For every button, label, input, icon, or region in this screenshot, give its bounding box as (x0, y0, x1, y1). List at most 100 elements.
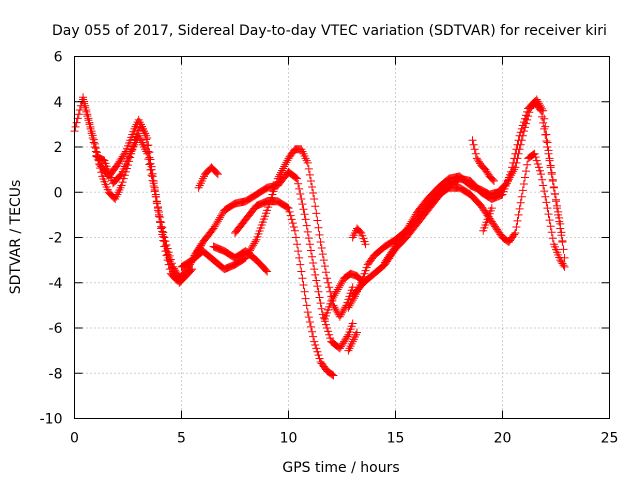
data-point (279, 164, 288, 173)
data-point (312, 209, 321, 218)
data-point (390, 244, 399, 253)
x-tick-label: 0 (70, 431, 79, 447)
data-point (316, 299, 325, 308)
data-point (151, 192, 160, 201)
data-point (559, 261, 568, 270)
data-point (382, 241, 391, 250)
data-point (329, 301, 338, 310)
data-point (557, 231, 566, 240)
data-point (232, 253, 241, 262)
data-point (332, 287, 341, 296)
data-point (560, 262, 569, 271)
data-point (209, 224, 218, 233)
data-point (87, 129, 96, 138)
data-point (231, 253, 239, 262)
data-point (173, 269, 182, 278)
x-tick-label: 15 (387, 431, 405, 447)
data-point (520, 123, 529, 132)
data-point (380, 242, 389, 251)
data-point (547, 168, 556, 177)
data-point (315, 230, 324, 239)
data-point (195, 243, 204, 252)
data-point (533, 159, 542, 168)
data-point (277, 199, 286, 208)
data-point (304, 234, 313, 243)
data-point (115, 157, 124, 166)
data-point (170, 264, 179, 273)
data-point (163, 244, 172, 253)
data-point (159, 228, 168, 237)
data-point (558, 259, 567, 268)
data-point (145, 148, 154, 157)
data-point (196, 241, 205, 250)
data-point (381, 256, 390, 265)
data-point (88, 133, 97, 142)
data-point (96, 154, 105, 163)
data-point (538, 175, 547, 184)
data-point (243, 195, 252, 204)
data-point (283, 203, 292, 212)
data-point (545, 216, 554, 225)
data-point (297, 195, 306, 204)
data-point (482, 167, 491, 176)
data-point (313, 216, 322, 225)
data-point (290, 226, 299, 235)
data-point (323, 324, 332, 332)
data-point (180, 260, 189, 269)
data-point (226, 202, 235, 211)
data-point (237, 256, 246, 265)
data-point (489, 220, 498, 229)
data-point (182, 259, 191, 268)
data-point (308, 252, 317, 261)
data-point (157, 218, 166, 227)
data-point (481, 165, 490, 174)
data-point (212, 169, 221, 178)
data-point (359, 278, 368, 287)
data-point (81, 103, 90, 112)
data-point (409, 214, 418, 223)
data-point (330, 291, 339, 300)
data-point (110, 193, 119, 202)
data-point (312, 276, 321, 285)
data-point (314, 287, 323, 296)
data-point (304, 313, 313, 322)
data-point (253, 189, 262, 198)
data-point (237, 249, 246, 258)
data-point (303, 227, 312, 236)
data-point (238, 255, 247, 264)
data-point (120, 149, 129, 158)
data-point (301, 215, 310, 224)
data-point (220, 247, 229, 256)
data-point (406, 219, 415, 228)
data-point (328, 370, 337, 379)
data-point (313, 347, 322, 356)
data-point (148, 176, 157, 185)
data-point (515, 145, 524, 154)
data-point (247, 244, 256, 253)
data-point (555, 217, 564, 226)
data-point (291, 173, 300, 182)
y-tick-label: 2 (54, 140, 63, 156)
data-point (208, 225, 217, 234)
data-point (255, 188, 264, 197)
data-point (248, 243, 257, 252)
data-point (512, 222, 521, 231)
data-point (513, 154, 522, 163)
data-point (80, 99, 89, 108)
data-point (483, 169, 492, 178)
data-point (386, 239, 395, 248)
data-point (145, 160, 154, 169)
data-point (556, 256, 565, 265)
data-point (516, 140, 525, 149)
data-point (186, 265, 195, 274)
data-point (116, 171, 125, 180)
data-point (336, 310, 345, 319)
data-point (283, 156, 292, 165)
data-point (190, 251, 199, 260)
data-point (94, 153, 103, 162)
data-point (382, 255, 391, 264)
data-point (83, 112, 92, 121)
data-point (515, 204, 524, 213)
data-point (150, 187, 159, 196)
data-point (303, 308, 312, 317)
